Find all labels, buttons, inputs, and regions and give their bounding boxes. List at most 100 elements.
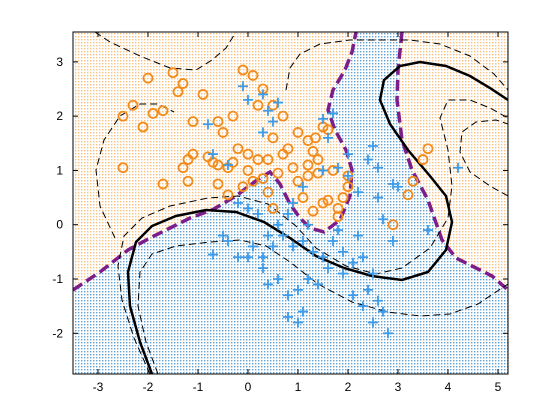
plus-point <box>368 317 378 328</box>
y-tick-label: 2 <box>56 109 63 123</box>
plus-point <box>333 225 343 236</box>
plus-point <box>278 230 288 241</box>
circle-point <box>262 186 274 198</box>
plus-point <box>298 306 308 317</box>
plus-point <box>293 317 303 328</box>
x-tick-label: 5 <box>495 380 502 394</box>
plus-point <box>293 284 303 295</box>
x-tick-label: 1 <box>295 380 302 394</box>
plus-point <box>373 192 383 203</box>
circle-point <box>182 175 194 187</box>
plus-point <box>218 230 228 241</box>
plus-point <box>353 230 363 241</box>
plus-point <box>368 268 378 279</box>
plus-point <box>318 165 328 176</box>
circle-point <box>252 99 264 111</box>
circle-point <box>242 165 254 176</box>
plus-point <box>353 187 363 198</box>
circle-point <box>292 175 304 187</box>
plus-point <box>223 236 233 246</box>
circle-point <box>227 110 239 122</box>
bayes-boundary <box>73 32 358 292</box>
plus-point <box>348 290 358 301</box>
plus-point <box>358 301 368 312</box>
plus-point <box>388 236 398 246</box>
circle-point <box>312 154 324 165</box>
x-tick-label: 2 <box>345 380 352 394</box>
plus-point <box>338 246 348 257</box>
plus-point <box>233 198 243 208</box>
plus-point <box>303 274 313 284</box>
plus-point <box>378 214 388 225</box>
circle-point <box>157 105 169 117</box>
circle-point <box>117 162 129 174</box>
circle-point <box>307 205 319 217</box>
x-tick-label: -3 <box>93 380 104 394</box>
circle-point <box>167 67 179 79</box>
plus-point <box>233 252 243 263</box>
circle-point <box>277 110 289 122</box>
circle-point <box>117 110 129 122</box>
circle-point <box>237 64 249 76</box>
data-points <box>117 64 463 339</box>
circle-point <box>172 86 184 98</box>
margin-top-left <box>94 32 237 71</box>
circle-point <box>147 108 159 119</box>
bayes-boundary-right <box>395 32 508 292</box>
circle-point <box>212 178 224 190</box>
circle-point <box>417 154 429 165</box>
circle-point <box>332 211 344 222</box>
plus-point <box>328 236 338 246</box>
plus-point <box>258 263 268 274</box>
plus-point <box>373 295 383 306</box>
plus-point <box>308 246 318 257</box>
plus-point <box>203 119 213 130</box>
plus-point <box>323 132 333 143</box>
plus-point <box>368 141 378 151</box>
circle-point <box>197 89 209 100</box>
plus-point <box>263 230 273 241</box>
plus-point <box>303 219 313 230</box>
circle-point <box>252 154 264 165</box>
plus-point <box>238 81 248 92</box>
plus-point <box>268 241 278 252</box>
circle-point <box>287 162 299 174</box>
circle-point <box>297 192 309 203</box>
y-tick-label: 3 <box>56 55 63 69</box>
plus-class-region <box>73 32 508 374</box>
circle-point <box>177 162 189 174</box>
plus-point <box>273 274 283 284</box>
plus-point <box>258 89 268 100</box>
plus-point <box>393 181 403 192</box>
circle-point <box>182 154 194 165</box>
margin-left-lobe <box>95 103 175 239</box>
circle-point <box>407 175 419 187</box>
circle-point <box>302 170 314 182</box>
circle-point <box>157 178 169 190</box>
plus-point <box>283 290 293 301</box>
margin-outer-left <box>117 99 508 374</box>
x-tick-label: 0 <box>245 380 252 394</box>
plus-point <box>253 208 263 219</box>
circle-point <box>212 116 224 127</box>
circle-point <box>267 132 279 144</box>
circle-point <box>247 175 259 187</box>
plus-point <box>378 306 388 317</box>
circle-point <box>217 127 229 138</box>
plus-point <box>243 203 253 214</box>
plus-point <box>298 236 308 246</box>
plus-point <box>343 170 353 181</box>
plus-point <box>248 241 258 252</box>
circle-point <box>272 167 284 179</box>
plus-point <box>318 113 328 124</box>
circle-point <box>310 132 321 144</box>
x-tick-label: -1 <box>193 380 204 394</box>
plus-point <box>243 252 253 263</box>
circle-point <box>262 154 274 165</box>
y-tick-label: -2 <box>52 326 63 340</box>
axis-ticks: -3 -2 -1 0 1 2 3 4 5 -2 -1 0 1 2 3 <box>52 32 508 394</box>
circle-point <box>302 159 314 171</box>
plus-point <box>208 149 218 160</box>
plus-point <box>283 208 293 219</box>
